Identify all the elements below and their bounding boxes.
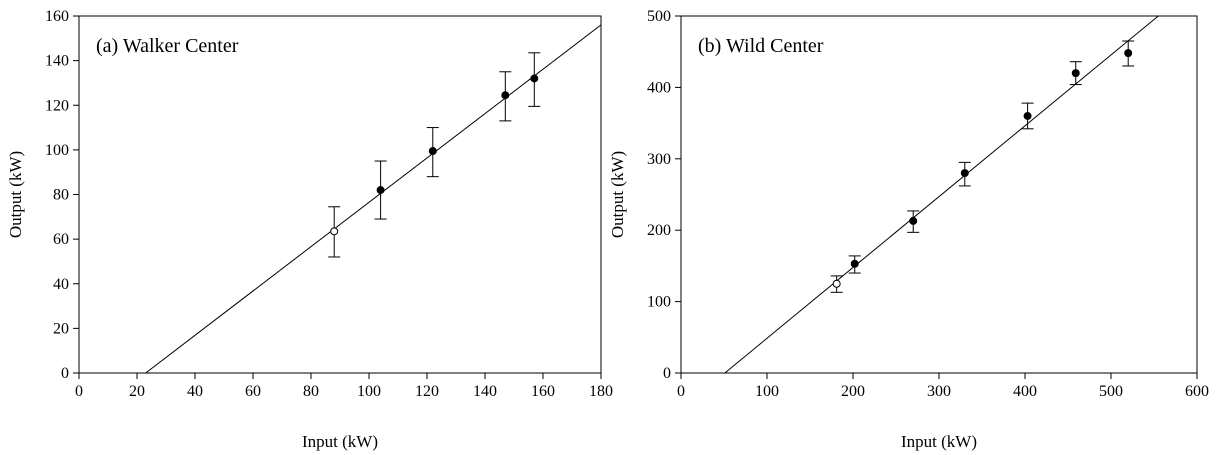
x-tick-label: 100 <box>357 383 381 400</box>
y-tick-label: 200 <box>647 222 671 239</box>
y-tick-label: 300 <box>647 151 671 168</box>
data-point <box>428 146 437 155</box>
y-tick-label: 0 <box>663 365 671 382</box>
data-point <box>501 91 510 100</box>
x-tick-label: 20 <box>129 383 145 400</box>
x-tick-label: 140 <box>473 383 497 400</box>
x-tick-label: 40 <box>187 383 203 400</box>
x-tick-label: 120 <box>415 383 439 400</box>
x-tick-label: 180 <box>589 383 613 400</box>
data-point-open <box>330 227 339 236</box>
chart-panel-wild-center: 0 100 200 300 400 500 600 0 100 200 300 400 500 Input… <box>608 8 1209 451</box>
data-point-open <box>832 279 841 288</box>
x-axis-label: Input (kW) <box>901 432 977 451</box>
y-tick-label: 160 <box>45 8 69 25</box>
x-tick-label: 60 <box>245 383 261 400</box>
fit-line <box>145 24 601 373</box>
data-point <box>530 74 539 83</box>
x-tick-label: 80 <box>303 383 319 400</box>
chart-panel-walker-center: 0 20 40 60 80 100 120 140 160 180 0 20 40 60 80 100 120 1… <box>6 8 613 451</box>
y-tick-label: 40 <box>53 276 69 293</box>
data-point <box>1124 49 1133 58</box>
x-tick-label: 100 <box>755 383 779 400</box>
panel-title: (a) Walker Center <box>96 35 239 57</box>
x-tick-label: 600 <box>1185 383 1209 400</box>
data-point <box>909 216 918 225</box>
data-point <box>960 169 969 178</box>
x-tick-label: 400 <box>1013 383 1037 400</box>
y-axis-label: Output (kW) <box>6 151 25 238</box>
y-tick-label: 120 <box>45 97 69 114</box>
x-tick-label: 160 <box>531 383 555 400</box>
y-tick-label: 80 <box>53 187 69 204</box>
y-tick-label: 100 <box>647 294 671 311</box>
x-tick-label: 500 <box>1099 383 1123 400</box>
plot-frame <box>78 15 602 374</box>
data-point <box>1023 111 1032 120</box>
data-point <box>376 186 385 195</box>
y-tick-label: 20 <box>53 320 69 337</box>
y-tick-label: 400 <box>647 79 671 96</box>
y-tick-label: 100 <box>45 142 69 159</box>
y-tick-label: 140 <box>45 53 69 70</box>
data-point <box>1071 69 1080 78</box>
y-tick-label: 0 <box>61 365 69 382</box>
x-axis-label: Input (kW) <box>302 432 378 451</box>
x-tick-label: 300 <box>927 383 951 400</box>
x-tick-label: 0 <box>75 383 83 400</box>
panel-title: (b) Wild Center <box>698 35 824 57</box>
y-tick-label: 500 <box>647 8 671 25</box>
fit-line <box>724 16 1159 373</box>
plot-frame <box>680 15 1198 374</box>
x-tick-label: 0 <box>677 383 685 400</box>
data-point <box>850 259 859 268</box>
y-axis-label: Output (kW) <box>608 151 627 238</box>
y-tick-label: 60 <box>53 231 69 248</box>
x-tick-label: 200 <box>841 383 865 400</box>
